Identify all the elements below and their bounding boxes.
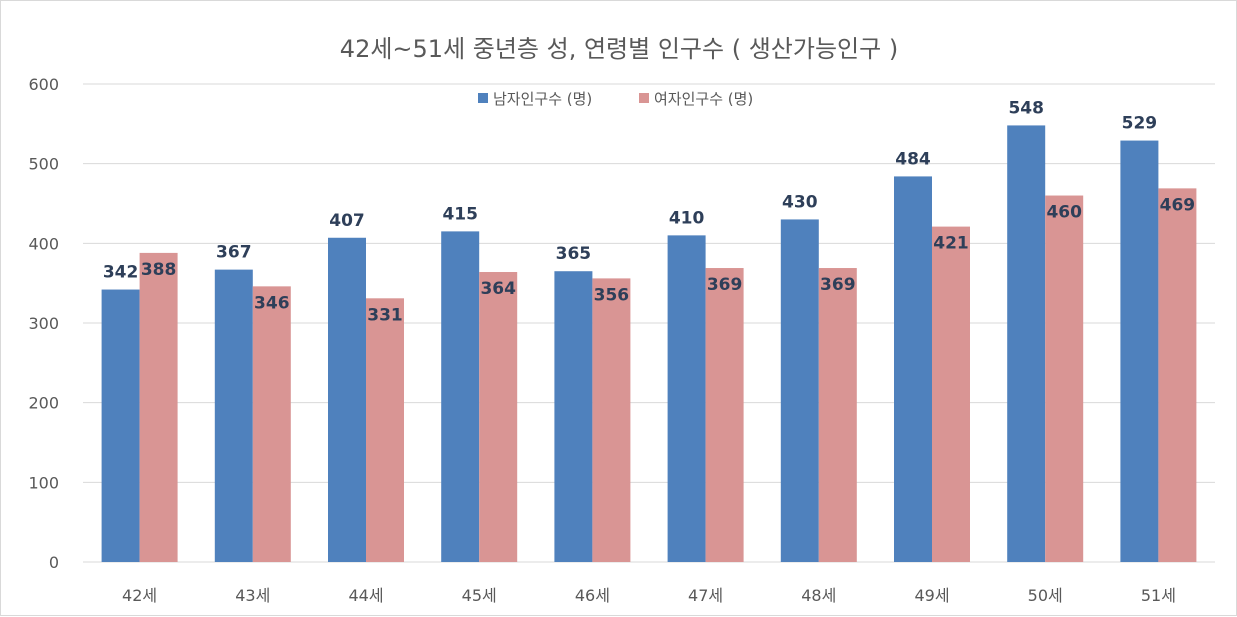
bar-female [139,252,178,563]
chart-title: 42세~51세 중년층 성, 연령별 인구수 ( 생산가능인구 ) [340,35,898,63]
data-label-male: 410 [669,208,705,228]
bar-female [932,226,970,562]
x-tick-label: 42세 [122,586,157,605]
legend-label: 남자인구수 (명) [493,90,592,108]
data-label-male: 548 [1008,98,1044,118]
y-tick-label: 100 [28,473,59,492]
x-tick-label: 50세 [1028,586,1063,605]
legend-swatch [478,93,488,103]
bar-male [101,289,140,562]
data-label-female: 364 [480,279,516,299]
bar-female [818,268,857,562]
bar-male [667,235,706,562]
data-labels: 342 388 367 346 407 331 415 364 365 356 410 369 430 3… [103,98,1195,325]
bar-male [441,231,480,562]
x-tick-label: 46세 [575,586,610,605]
data-label-male: 415 [442,204,478,224]
data-label-female: 369 [707,275,743,295]
y-tick-label: 500 [28,155,59,174]
bar-male [894,176,932,562]
bar-female [705,268,744,562]
bar-female [1158,188,1197,562]
bar-female [479,272,518,562]
data-label-female: 469 [1160,195,1196,215]
y-tick-label: 300 [28,314,59,333]
bar-female [366,298,404,562]
legend-label: 여자인구수 (명) [654,90,753,108]
bar-male [1007,125,1046,562]
data-label-female: 356 [594,285,630,305]
bars [101,125,1197,563]
bar-male [554,271,593,562]
x-axis-ticks: 42세 43세 44세 45세 46세 47세 48세 49세 50세 51세 [122,586,1176,605]
bar-male [780,219,819,562]
data-label-female: 331 [367,305,403,325]
bar-male [214,269,253,562]
y-tick-label: 200 [28,394,59,413]
bar-female [1045,195,1084,563]
data-label-male: 367 [216,243,252,263]
data-label-female: 369 [820,275,856,295]
x-tick-label: 51세 [1141,586,1176,605]
x-tick-label: 47세 [688,586,723,605]
legend: 남자인구수 (명) 여자인구수 (명) [478,90,753,108]
data-label-female: 388 [141,260,177,280]
data-label-female: 421 [933,234,969,254]
bar-male [328,237,366,563]
legend-swatch [639,93,649,103]
data-label-male: 342 [103,263,139,283]
x-tick-label: 48세 [801,586,836,605]
y-tick-label: 400 [28,234,59,253]
data-label-male: 407 [329,211,365,231]
x-tick-label: 45세 [462,586,497,605]
y-axis-ticks: 0 100 200 300 400 500 600 [28,75,59,572]
data-label-male: 484 [895,149,931,169]
data-label-female: 346 [254,293,290,313]
x-tick-label: 43세 [235,586,270,605]
bar-female [252,286,291,562]
data-label-male: 430 [782,192,818,212]
x-tick-label: 44세 [348,586,383,605]
bar-female [592,278,631,562]
bar-male [1120,140,1159,562]
data-label-male: 529 [1122,114,1158,134]
y-tick-label: 600 [28,75,59,94]
data-label-male: 365 [556,244,592,264]
x-tick-label: 49세 [914,586,949,605]
data-label-female: 460 [1046,203,1082,223]
y-tick-label: 0 [49,553,59,572]
